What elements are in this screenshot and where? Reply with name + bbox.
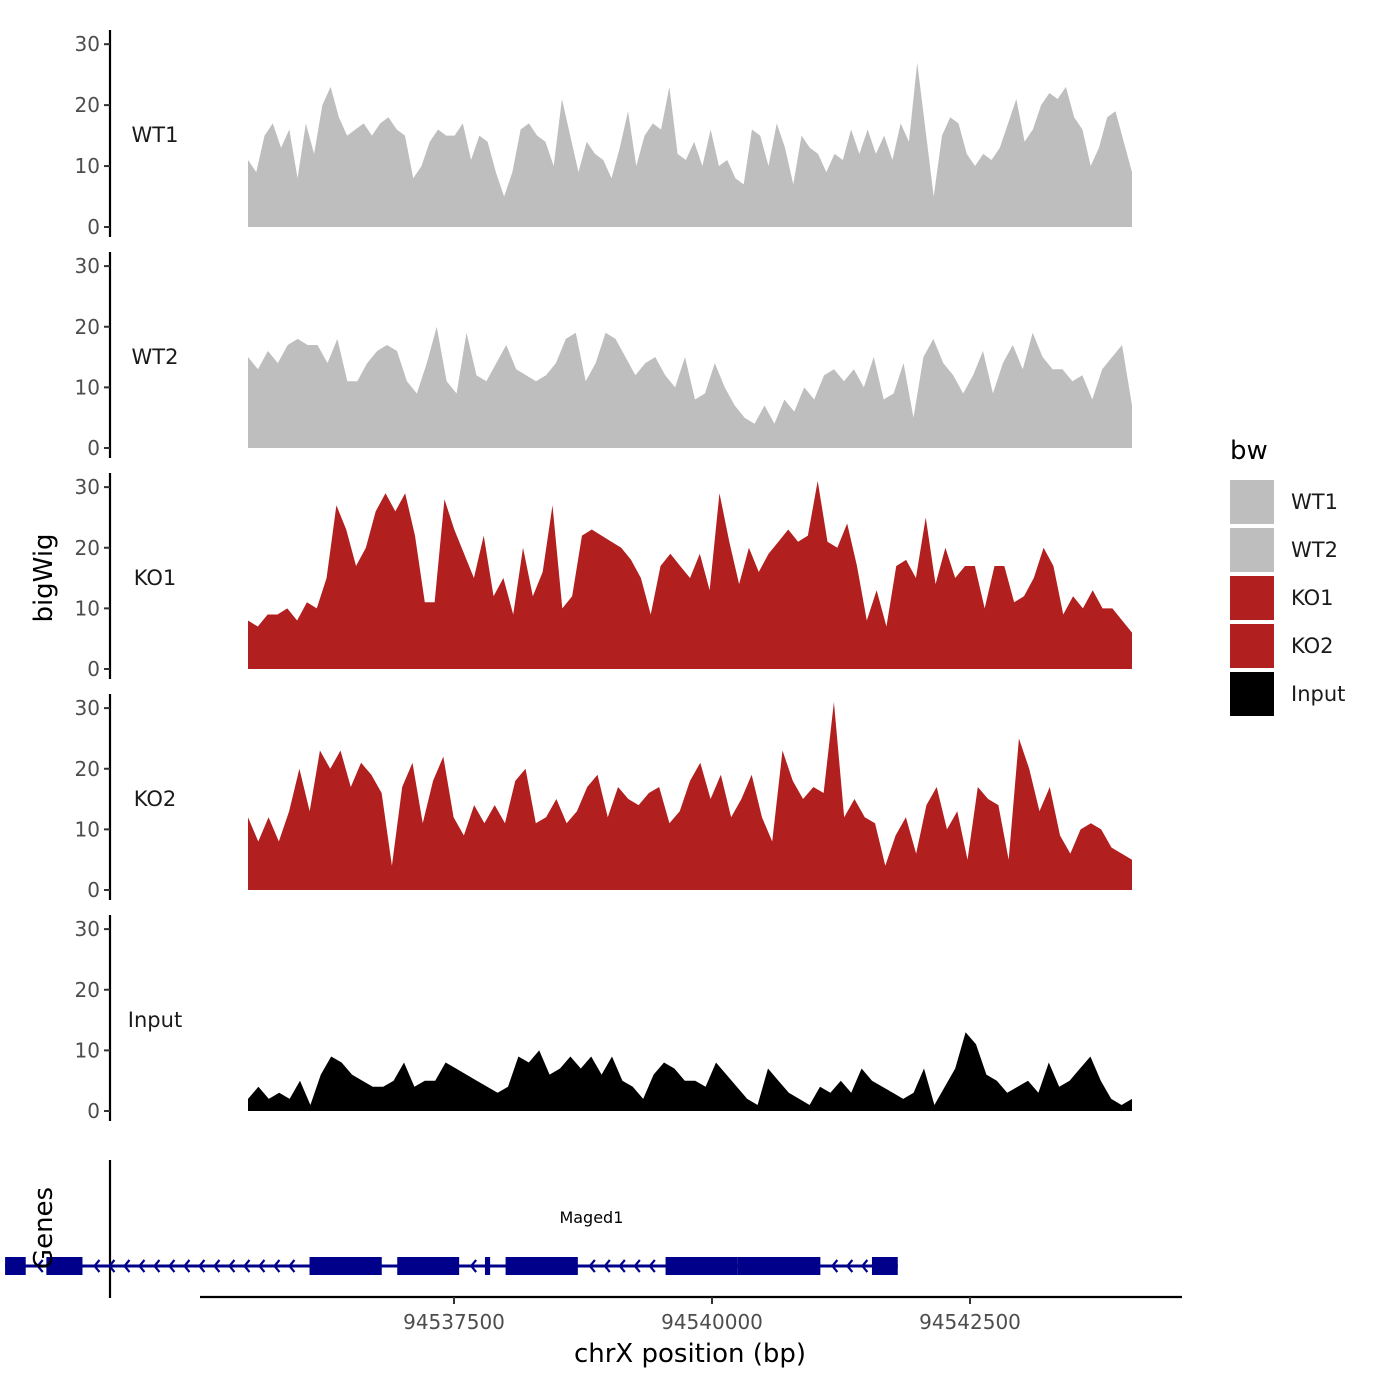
x-axis-title: chrX position (bp) xyxy=(574,1339,806,1369)
y-tick-label: 10 xyxy=(75,375,100,399)
signal-area-ko1 xyxy=(248,481,1132,669)
y-tick-label: 30 xyxy=(75,696,100,720)
track-label: WT2 xyxy=(132,345,179,369)
y-tick-label: 0 xyxy=(87,215,100,239)
strand-arrow xyxy=(138,1259,146,1273)
x-tick-label: 94540000 xyxy=(661,1310,763,1334)
strand-arrow xyxy=(288,1259,296,1273)
legend-label-input: Input xyxy=(1291,682,1345,706)
track-ko2: 0 10 20 30 KO2 xyxy=(75,694,1132,902)
y-tick-label: 30 xyxy=(75,475,100,499)
y-tick-label: 0 xyxy=(87,436,100,460)
gene-exon xyxy=(5,1257,26,1275)
strand-arrow xyxy=(588,1259,596,1273)
legend-label-ko2: KO2 xyxy=(1291,634,1334,658)
strand-arrow xyxy=(860,1259,869,1273)
strand-arrow xyxy=(183,1259,191,1273)
track-wt1: 0 10 20 30 WT1 xyxy=(75,30,1132,239)
legend-label-wt2: WT2 xyxy=(1291,538,1338,562)
y-tick-label: 30 xyxy=(75,917,100,941)
strand-arrow xyxy=(93,1259,101,1273)
signal-area-wt2 xyxy=(248,326,1132,448)
y-tick-label: 30 xyxy=(75,32,100,56)
x-tick-label: 94542500 xyxy=(919,1310,1021,1334)
strand-arrow xyxy=(633,1259,641,1273)
track-label: WT1 xyxy=(132,123,179,147)
y-axis-title: bigWig xyxy=(29,533,59,622)
gene-exon xyxy=(484,1257,491,1275)
strand-arrow xyxy=(123,1259,131,1273)
signal-area-wt1 xyxy=(248,62,1132,227)
track-label: KO2 xyxy=(134,787,177,811)
y-tick-label: 10 xyxy=(75,1038,100,1062)
y-tick-label: 30 xyxy=(75,254,100,278)
gene-exon xyxy=(871,1257,898,1275)
gene-label: Maged1 xyxy=(559,1208,623,1227)
strand-arrow xyxy=(845,1259,854,1273)
track-wt2: 0 10 20 30 WT2 xyxy=(75,252,1132,460)
gene-exon xyxy=(665,1257,738,1275)
gene-track: Maged1 xyxy=(5,1160,898,1298)
y-tick-label: 20 xyxy=(75,315,100,339)
strand-arrow xyxy=(603,1259,611,1273)
legend-swatch-input xyxy=(1230,672,1274,716)
legend-swatch-wt1 xyxy=(1230,480,1274,524)
signal-area-input xyxy=(248,1032,1132,1111)
strand-arrow xyxy=(213,1259,221,1273)
genes-track-title: Genes xyxy=(29,1187,59,1269)
strand-arrow xyxy=(36,1259,44,1273)
y-tick-label: 0 xyxy=(87,1099,100,1123)
track-ko1: 0 10 20 30 KO1 xyxy=(75,473,1132,681)
strand-arrow xyxy=(273,1259,281,1273)
y-tick-label: 10 xyxy=(75,154,100,178)
gene-exon xyxy=(505,1257,578,1275)
strand-arrow xyxy=(228,1259,236,1273)
gene-exon xyxy=(397,1257,460,1275)
strand-arrow xyxy=(243,1259,251,1273)
signal-tracks: 0 10 20 30 WT1 0 10 20 30 WT2 0 10 20 30 KO1 0 10 20 30 KO2… xyxy=(75,30,1132,1123)
track-label: KO1 xyxy=(134,566,177,590)
track-input: 0 10 20 30 Input xyxy=(75,915,1132,1123)
y-tick-label: 0 xyxy=(87,657,100,681)
y-tick-label: 10 xyxy=(75,817,100,841)
track-label: Input xyxy=(128,1008,182,1032)
strand-arrow xyxy=(469,1259,478,1273)
legend: bw WT1 WT2 KO1 KO2 Input xyxy=(1230,436,1345,716)
legend-swatch-ko2 xyxy=(1230,624,1274,668)
legend-title: bw xyxy=(1230,436,1268,466)
legend-swatch-wt2 xyxy=(1230,528,1274,572)
strand-arrow xyxy=(168,1259,176,1273)
legend-label-wt1: WT1 xyxy=(1291,490,1338,514)
strand-arrow xyxy=(258,1259,266,1273)
x-tick-label: 94537500 xyxy=(403,1310,505,1334)
legend-label-ko1: KO1 xyxy=(1291,586,1334,610)
y-tick-label: 10 xyxy=(75,596,100,620)
strand-arrow xyxy=(153,1259,161,1273)
signal-area-ko2 xyxy=(248,702,1132,890)
strand-arrow xyxy=(618,1259,626,1273)
y-tick-label: 20 xyxy=(75,93,100,117)
y-tick-label: 20 xyxy=(75,536,100,560)
strand-arrow xyxy=(198,1259,206,1273)
strand-arrow xyxy=(830,1259,839,1273)
legend-swatch-ko1 xyxy=(1230,576,1274,620)
y-tick-label: 20 xyxy=(75,757,100,781)
gene-exon xyxy=(309,1257,382,1275)
x-axis: 94537500 94540000 94542500 xyxy=(200,1295,1182,1334)
strand-arrow xyxy=(648,1259,656,1273)
strand-arrow xyxy=(108,1259,116,1273)
y-tick-label: 20 xyxy=(75,978,100,1002)
gene-exon xyxy=(46,1257,83,1275)
y-tick-label: 0 xyxy=(87,878,100,902)
gene-exon xyxy=(737,1257,821,1275)
